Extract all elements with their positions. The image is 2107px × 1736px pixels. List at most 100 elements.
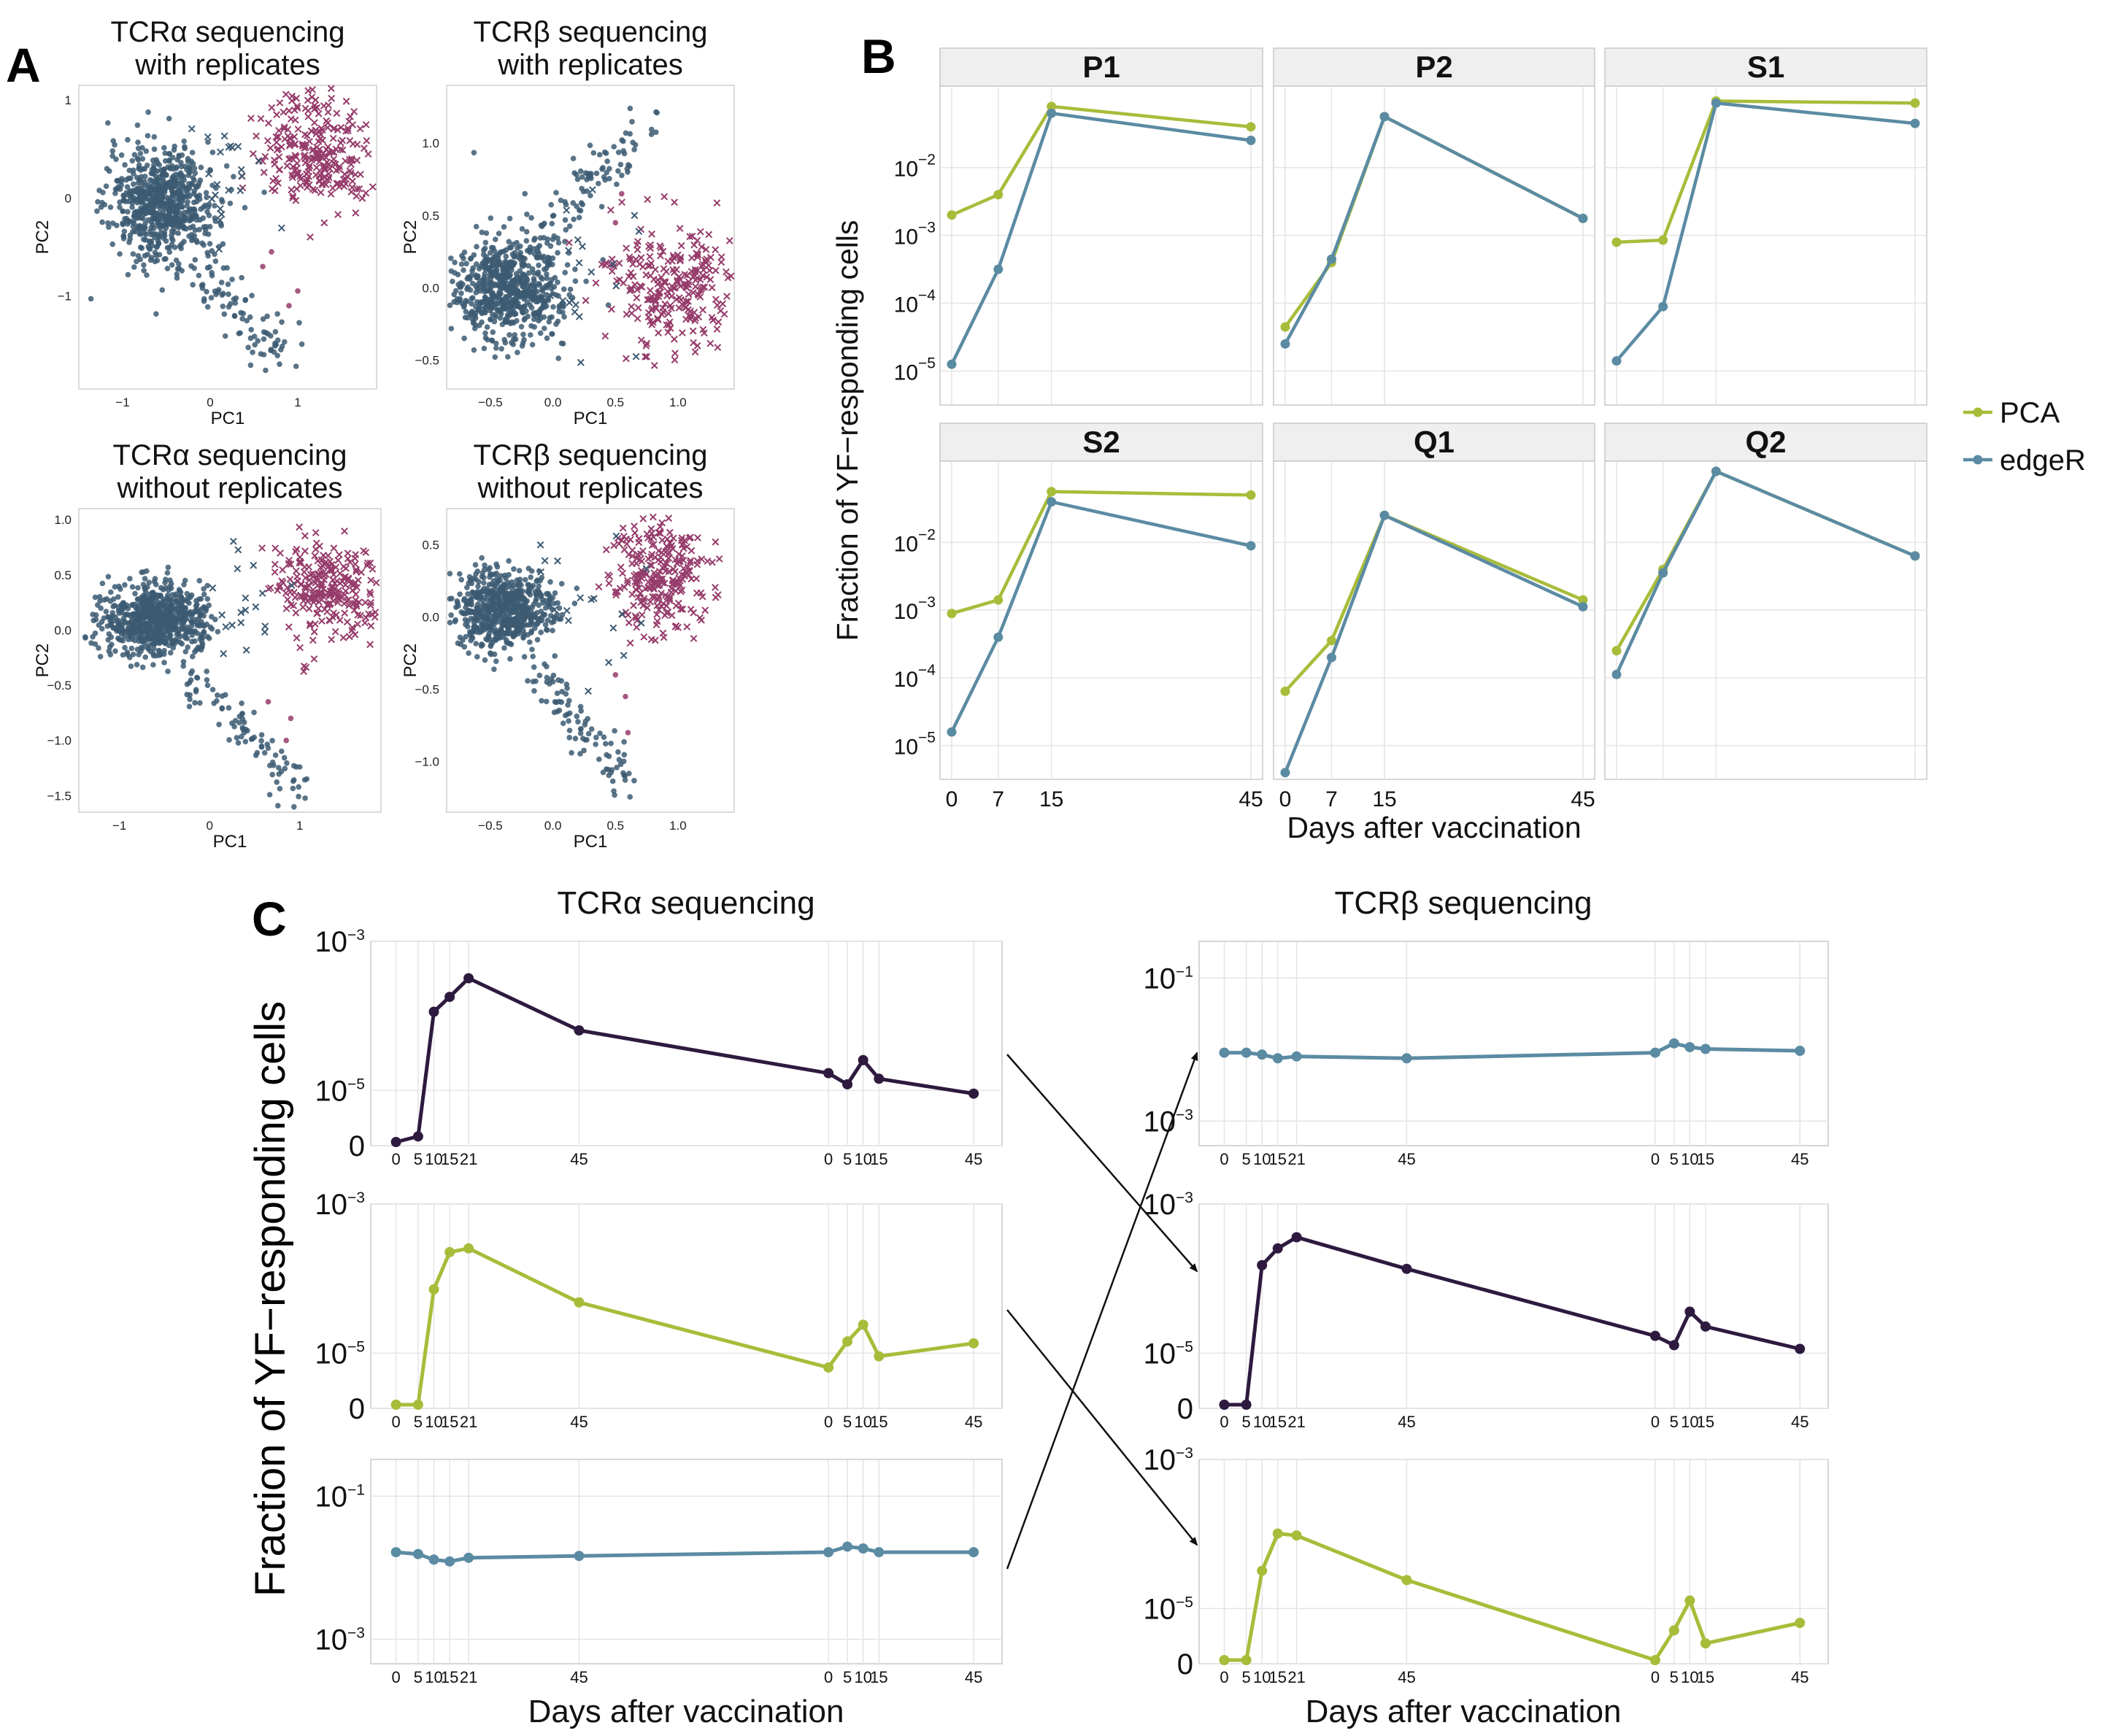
- series-line-pca: [951, 490, 1252, 615]
- x-tick-label: 5: [414, 1413, 423, 1431]
- data-point: [625, 162, 631, 168]
- data-point: [247, 362, 254, 369]
- data-point: [204, 209, 210, 215]
- data-point: [577, 730, 584, 736]
- data-point: [165, 593, 171, 598]
- data-point: [511, 566, 517, 572]
- data-point: [109, 241, 115, 247]
- data-point: [105, 120, 111, 126]
- data-point: [506, 558, 512, 564]
- data-point-cross: [697, 589, 705, 597]
- data-point: [112, 584, 118, 590]
- data-point: [496, 613, 502, 619]
- data-point-cross: [691, 317, 699, 325]
- data-point: [552, 590, 558, 596]
- data-point: [529, 266, 536, 272]
- data-point: [272, 340, 278, 347]
- data-point-cross: [322, 181, 330, 188]
- data-point-cross: [676, 255, 684, 263]
- data-point: [537, 578, 543, 584]
- data-point-cross: [693, 557, 701, 565]
- data-point-cross: [679, 565, 687, 572]
- y-tick-label: −1: [58, 290, 72, 304]
- data-point: [562, 217, 569, 223]
- x-tick-label: 15: [1269, 1668, 1287, 1686]
- data-point: [571, 216, 577, 223]
- data-point: [511, 309, 517, 315]
- series-point: [1700, 1638, 1711, 1649]
- data-point-cross: [565, 239, 573, 247]
- data-point-cross: [310, 101, 318, 109]
- data-point-cross: [699, 306, 706, 314]
- series-point-pca: [1611, 646, 1622, 656]
- data-point: [221, 311, 228, 317]
- data-point: [474, 244, 479, 250]
- data-point: [122, 612, 128, 617]
- data-point: [170, 173, 177, 180]
- data-point: [520, 331, 526, 338]
- data-point: [501, 224, 507, 230]
- data-point: [518, 323, 525, 330]
- series-point: [858, 1054, 868, 1065]
- series-point: [842, 1079, 853, 1089]
- data-point: [534, 289, 540, 295]
- data-point-cross: [612, 282, 620, 290]
- data-point: [507, 630, 514, 636]
- data-point-cross: [304, 168, 312, 176]
- data-point: [290, 763, 297, 769]
- series-point: [1241, 1047, 1252, 1058]
- data-point: [166, 158, 172, 164]
- data-point-cross: [293, 634, 301, 642]
- data-point: [522, 576, 528, 583]
- data-point: [488, 269, 493, 275]
- data-point: [104, 166, 110, 171]
- data-point-cross: [358, 194, 366, 202]
- data-point-cross: [651, 636, 659, 644]
- data-point: [142, 211, 149, 217]
- data-point-cross: [623, 244, 631, 252]
- data-point-cross: [605, 579, 613, 587]
- data-point-cross: [324, 119, 332, 127]
- data-point: [182, 577, 188, 584]
- data-point: [555, 279, 561, 285]
- data-point: [166, 210, 172, 217]
- data-point: [120, 220, 126, 226]
- data-point-cross: [690, 635, 698, 642]
- data-point: [169, 192, 176, 198]
- data-point: [531, 601, 536, 608]
- data-point-cross: [658, 575, 666, 583]
- data-point-cross: [333, 180, 341, 188]
- data-point: [543, 627, 550, 633]
- data-point: [205, 139, 211, 145]
- data-point: [482, 330, 488, 336]
- data-point-cross: [277, 549, 284, 557]
- data-point-cross: [702, 245, 710, 253]
- data-point: [504, 312, 511, 318]
- series-point-edger: [1910, 118, 1920, 128]
- facet-title: S2: [1082, 425, 1120, 459]
- data-point-cross: [352, 209, 360, 217]
- data-point: [563, 227, 569, 233]
- data-point: [601, 734, 607, 740]
- data-point-cross: [675, 550, 683, 558]
- x-tick-label: 1.0: [669, 396, 687, 409]
- data-point-cross: [689, 289, 697, 296]
- data-point-cross: [305, 605, 313, 613]
- data-point-cross: [617, 563, 625, 571]
- x-tick-label: 5: [1242, 1150, 1251, 1168]
- data-point: [146, 579, 152, 585]
- data-point: [479, 555, 485, 561]
- data-point-cross: [661, 300, 669, 308]
- data-point-cross: [271, 560, 279, 568]
- data-point: [587, 142, 593, 148]
- data-point: [503, 575, 509, 582]
- data-point-cross: [683, 284, 691, 292]
- data-point: [151, 146, 158, 153]
- data-point: [204, 668, 210, 674]
- data-point-cross: [289, 163, 297, 171]
- series-point: [823, 1068, 834, 1079]
- data-point-cross: [577, 358, 585, 366]
- data-point: [558, 678, 564, 684]
- data-point: [166, 179, 173, 185]
- data-point: [558, 340, 565, 347]
